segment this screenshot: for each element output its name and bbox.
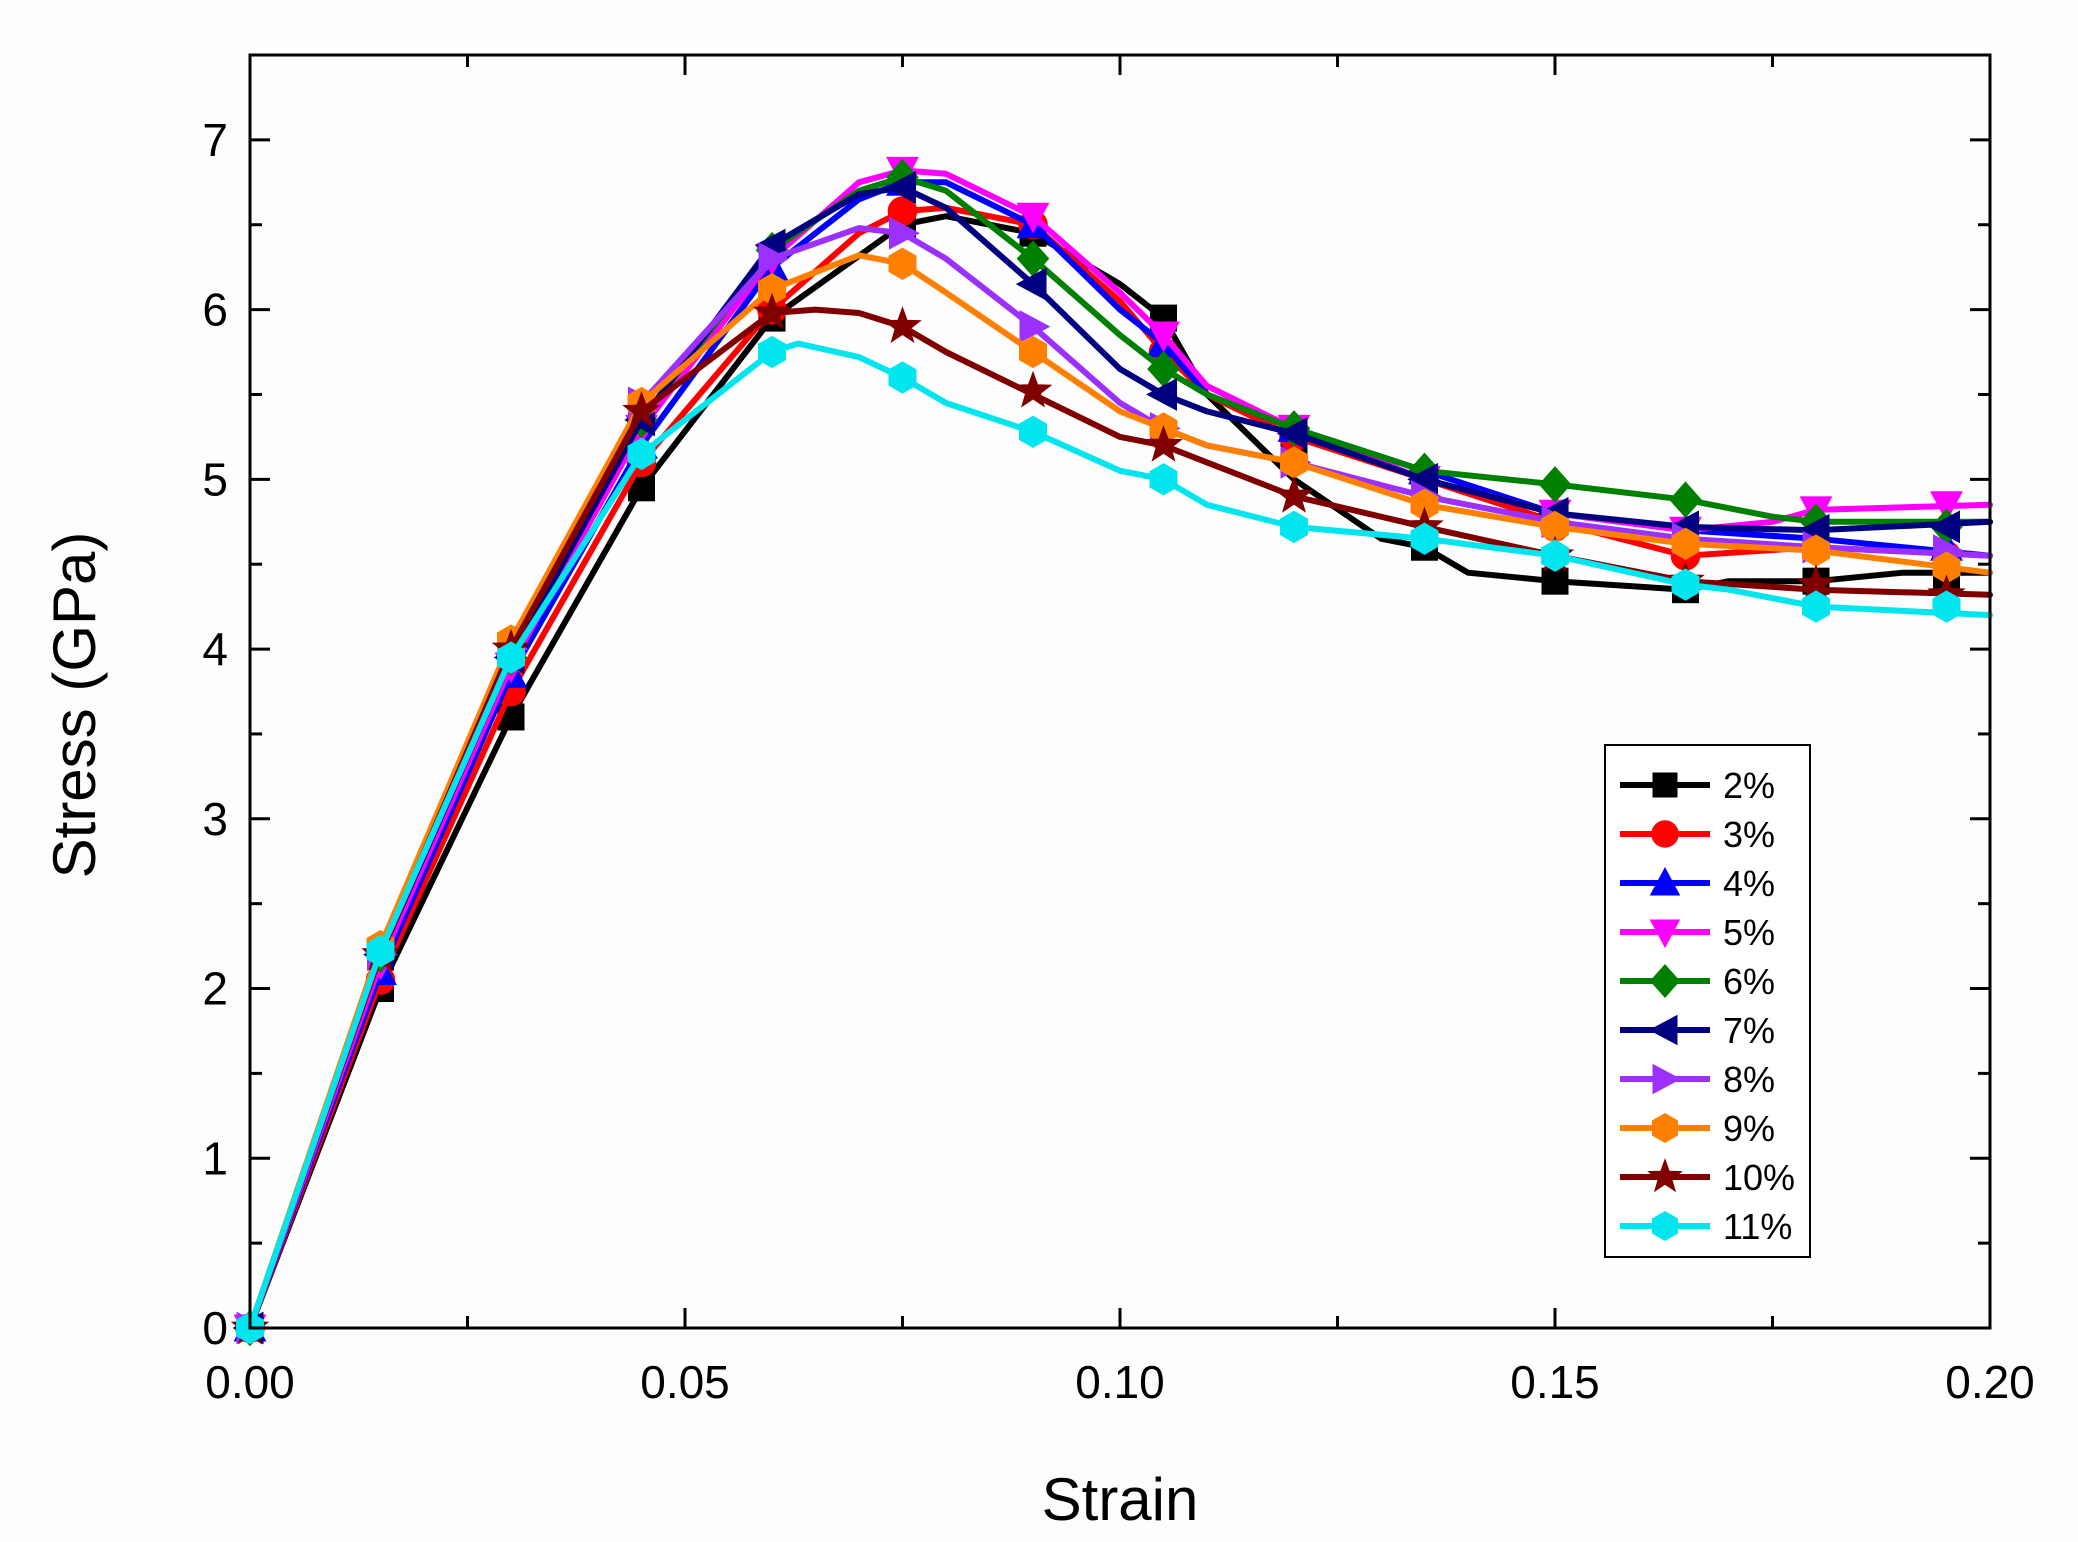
data-point (888, 361, 917, 394)
series-line (247, 340, 1993, 1331)
y-axis-title: Stress (GPa) (41, 532, 108, 879)
legend-marker (1649, 866, 1681, 896)
y-tick-label: 6 (202, 284, 228, 336)
data-point (1669, 481, 1702, 519)
legend-item: 10% (1620, 1157, 1795, 1198)
data-point (497, 641, 525, 674)
x-tick-label: 0.15 (1510, 1356, 1600, 1408)
x-tick-label: 0.10 (1075, 1356, 1165, 1408)
legend-item: 3% (1620, 814, 1775, 855)
legend: 2% 3% 4% 5% 6% 7% 8% 9% 10% 11% (1604, 744, 1811, 1258)
legend-item: 5% (1620, 912, 1775, 953)
legend-box (1604, 744, 1811, 1258)
data-point (1280, 510, 1308, 544)
data-point (1015, 267, 1047, 301)
legend-marker (1648, 1014, 1678, 1046)
data-point (627, 437, 656, 471)
legend-item: 8% (1620, 1059, 1775, 1100)
data-point (1541, 567, 1569, 595)
y-tick-label: 4 (202, 623, 228, 675)
data-point (1671, 568, 1700, 601)
y-tick-label: 2 (202, 963, 228, 1015)
legend-label: 8% (1723, 1059, 1775, 1100)
legend-label: 9% (1723, 1108, 1775, 1149)
data-point (758, 242, 790, 276)
legend-marker (1652, 772, 1678, 798)
data-point (1146, 378, 1177, 411)
data-point (1802, 590, 1830, 623)
data-point (752, 292, 792, 330)
series-11pct (236, 335, 1993, 1345)
legend-label: 7% (1723, 1010, 1775, 1051)
legend-item: 4% (1620, 863, 1775, 904)
data-point (1930, 491, 1963, 523)
data-point (1671, 527, 1700, 560)
legend-label: 6% (1723, 961, 1775, 1002)
series-line (247, 252, 1993, 1331)
data-point (1149, 463, 1178, 496)
legend-marker (1652, 1211, 1678, 1241)
data-point (758, 335, 786, 369)
series-layer (230, 156, 1993, 1347)
x-tick-label: 0.05 (640, 1356, 730, 1408)
data-point (1276, 417, 1308, 450)
data-point (889, 216, 920, 250)
data-point (1274, 476, 1314, 513)
legend-marker (1647, 1158, 1683, 1193)
data-point (1929, 510, 1960, 544)
data-point (1019, 335, 1047, 369)
legend-marker (1649, 964, 1681, 998)
y-tick-label: 0 (202, 1302, 228, 1354)
data-point (1013, 370, 1053, 408)
legend-label: 5% (1723, 912, 1775, 953)
data-point (883, 306, 922, 343)
data-point (885, 170, 916, 204)
legend-label: 4% (1723, 863, 1775, 904)
data-point (366, 935, 395, 968)
data-point (1019, 415, 1047, 448)
x-tick-label: 0.00 (205, 1356, 295, 1408)
data-point (1541, 539, 1569, 572)
x-axis-title: Strain (1042, 1466, 1199, 1533)
data-point (1410, 522, 1439, 555)
data-point (1538, 466, 1572, 503)
y-tick-label: 7 (202, 114, 228, 166)
axes-layer: 0.00 0.05 0.10 0.15 0.20 0 1 2 3 4 5 6 7 (202, 53, 2035, 1408)
legend-item: 6% (1620, 961, 1775, 1002)
data-point (888, 247, 917, 280)
y-tick-label: 3 (202, 793, 228, 845)
x-tick-label: 0.20 (1945, 1356, 2035, 1408)
legend-item: 2% (1620, 765, 1775, 806)
legend-label: 10% (1723, 1157, 1795, 1198)
legend-item: 7% (1620, 1010, 1775, 1051)
legend-marker (1652, 1113, 1678, 1143)
data-point (1147, 321, 1180, 353)
legend-marker (1651, 820, 1679, 848)
legend-marker (1652, 1063, 1682, 1095)
legend-label: 11% (1723, 1206, 1792, 1247)
y-tick-label: 5 (202, 453, 228, 505)
legend-label: 3% (1723, 814, 1775, 855)
data-point (622, 391, 661, 428)
series-line (247, 184, 1993, 1331)
data-point (1932, 590, 1961, 623)
y-tick-label: 1 (202, 1132, 228, 1184)
legend-item: 9% (1620, 1108, 1775, 1149)
legend-item: 11% (1620, 1206, 1792, 1247)
data-point (1016, 202, 1050, 234)
legend-label: 2% (1723, 765, 1775, 806)
data-point (628, 474, 655, 502)
data-point (1144, 425, 1183, 462)
legend-marker (1649, 919, 1681, 949)
data-point (1019, 310, 1051, 344)
